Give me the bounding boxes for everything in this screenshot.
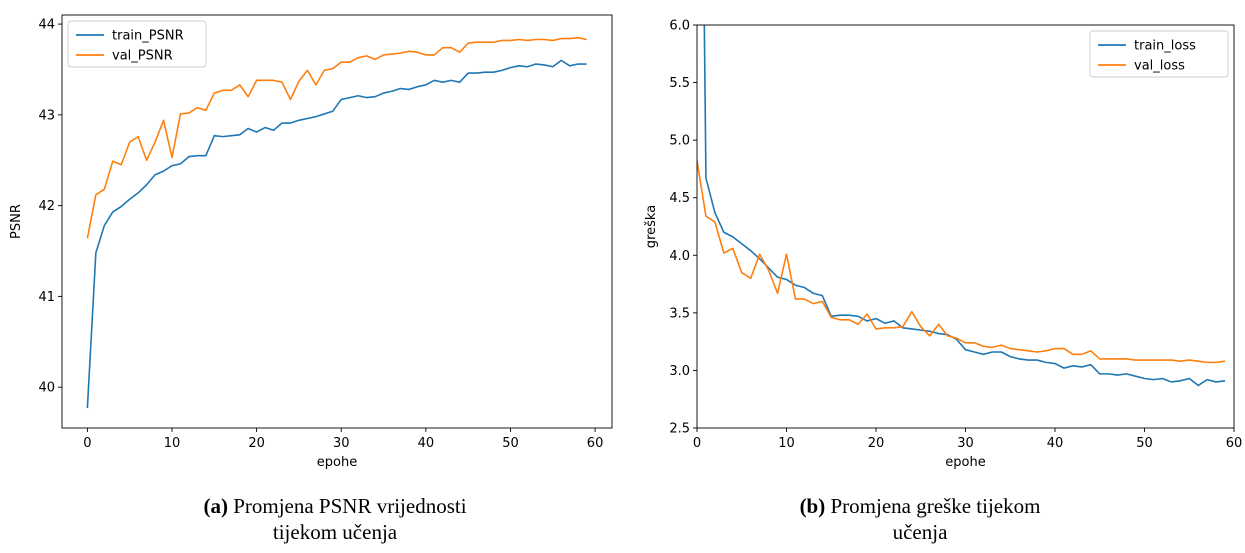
y-tick-label: 3.0 (669, 364, 690, 379)
y-tick-label: 41 (38, 290, 55, 305)
plot-frame (696, 24, 1235, 429)
x-axis-label: epohe (317, 455, 357, 470)
caption-b: (b) Promjena greške tijekom učenja (700, 493, 1140, 545)
x-tick-label: 60 (587, 436, 604, 451)
caption-b-line2: učenja (892, 520, 948, 544)
y-tick-label: 4.5 (669, 191, 690, 206)
y-tick-label: 2.5 (669, 422, 690, 437)
x-tick-label: 50 (1136, 436, 1153, 451)
series-line-val-loss (697, 160, 1226, 364)
legend-label-train-loss: train_loss (1134, 39, 1196, 54)
x-tick-label: 10 (164, 436, 181, 451)
x-tick-label: 40 (1047, 436, 1064, 451)
series-line-train-loss (703, 25, 1226, 387)
x-tick-label: 10 (778, 436, 795, 451)
legend-label-val-loss: val_loss (1134, 59, 1185, 74)
x-tick-label: 30 (957, 436, 974, 451)
y-axis-label: PSNR (9, 204, 24, 239)
y-tick-label: 43 (38, 108, 55, 123)
caption-a: (a) Promjena PSNR vrijednosti tijekom uč… (90, 493, 580, 545)
legend-label-val-PSNR: val_PSNR (112, 49, 173, 64)
x-tick-label: 30 (333, 436, 350, 451)
caption-b-tag: (b) (799, 494, 826, 518)
x-axis-label: epohe (945, 455, 985, 470)
x-tick-label: 40 (418, 436, 435, 451)
y-tick-label: 42 (38, 199, 55, 214)
y-tick-label: 4.0 (669, 249, 690, 264)
y-tick-label: 44 (38, 18, 55, 33)
caption-a-tag: (a) (203, 494, 228, 518)
psnr-chart: 0 10 20 30 40 50 60 40 41 42 43 44 epohe PSNR train_PS… (9, 14, 613, 470)
x-tick-label: 0 (83, 436, 91, 451)
x-tick-label: 20 (868, 436, 885, 451)
caption-b-line1: Promjena greške tijekom (830, 494, 1041, 518)
y-tick-label: 3.5 (669, 306, 690, 321)
x-tick-label: 20 (248, 436, 265, 451)
y-tick-label: 40 (38, 381, 55, 396)
plot-frame (61, 14, 613, 429)
y-axis-label: greška (644, 205, 659, 248)
x-tick-label: 0 (693, 436, 701, 451)
caption-a-line2: tijekom učenja (272, 520, 398, 544)
series-line-val-PSNR (86, 36, 587, 239)
y-tick-label: 5.5 (669, 76, 690, 91)
legend-label-train-PSNR: train_PSNR (112, 29, 184, 44)
x-tick-label: 60 (1226, 436, 1243, 451)
loss-chart: 0 10 20 30 40 50 60 2.5 3.0 3.5 4.0 4.5 5.0 5.5 6.0 epo… (644, 19, 1243, 471)
y-tick-label: 6.0 (669, 19, 690, 34)
y-tick-label: 5.0 (669, 134, 690, 149)
caption-a-line1: Promjena PSNR vrijednosti (233, 494, 467, 518)
series-line-train-PSNR (86, 59, 587, 409)
x-tick-label: 50 (502, 436, 519, 451)
